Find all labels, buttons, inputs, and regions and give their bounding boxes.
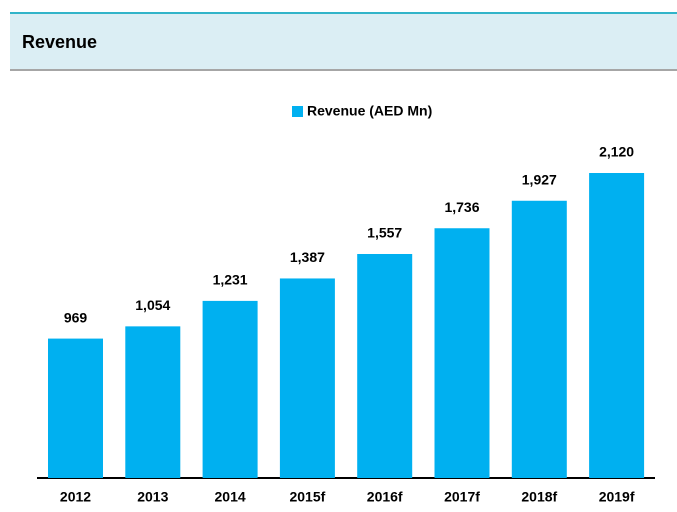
- x-tick-label: 2014: [215, 489, 246, 505]
- x-tick-label: 2013: [137, 489, 168, 505]
- data-label: 1,736: [444, 199, 479, 215]
- data-label: 1,054: [135, 297, 170, 313]
- data-label: 1,557: [367, 225, 402, 241]
- x-tick-label: 2015f: [289, 489, 325, 505]
- x-tick-label: 2019f: [599, 489, 635, 505]
- data-label: 969: [64, 309, 88, 325]
- x-tick-label: 2016f: [367, 489, 403, 505]
- x-tick-label: 2018f: [521, 489, 557, 505]
- bar: [434, 228, 490, 478]
- data-label: 1,387: [290, 249, 325, 265]
- bar: [279, 278, 335, 478]
- x-tick-label: 2017f: [444, 489, 480, 505]
- bar: [48, 338, 103, 478]
- bar: [202, 300, 258, 478]
- bar: [511, 200, 567, 478]
- data-label: 1,231: [213, 272, 248, 288]
- legend-label: Revenue (AED Mn): [307, 103, 432, 119]
- header-title: Revenue: [22, 32, 97, 52]
- bar: [125, 326, 181, 478]
- bar: [357, 253, 413, 478]
- bar: [589, 173, 645, 478]
- header-band: [10, 12, 677, 70]
- legend-swatch: [292, 106, 303, 117]
- data-label: 1,927: [522, 171, 557, 187]
- x-tick-label: 2012: [60, 489, 91, 505]
- data-label: 2,120: [599, 144, 634, 160]
